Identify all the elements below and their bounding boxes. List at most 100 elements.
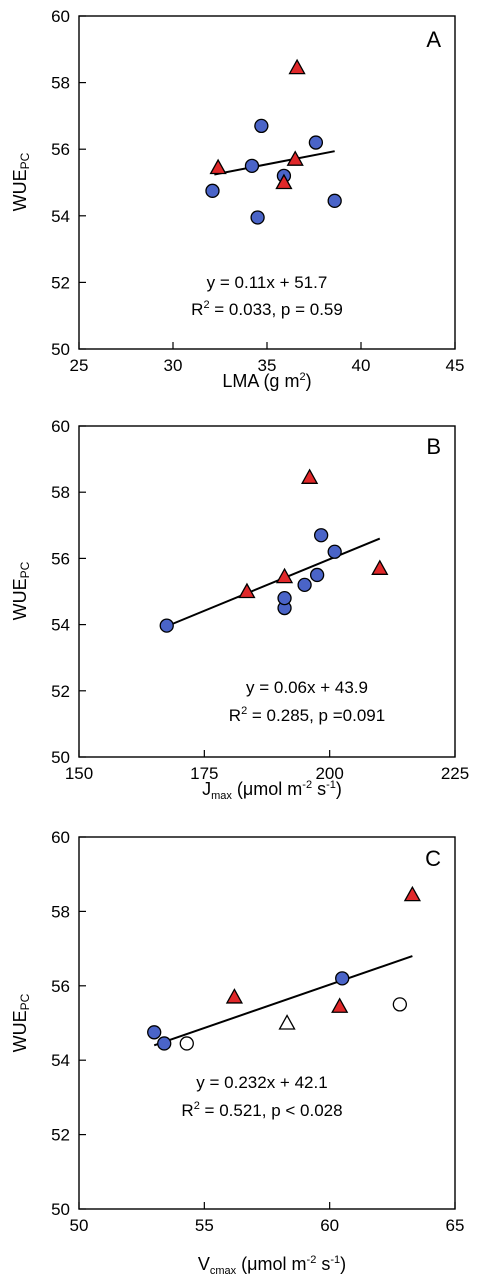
y-tick-label: 60 [51, 7, 70, 26]
triangle-point [225, 988, 244, 1004]
y-tick-label: 54 [51, 1051, 70, 1070]
circle-point [205, 183, 220, 198]
axis-ticks [78, 425, 456, 758]
circle-point [309, 567, 325, 583]
y-label-main: WUE [10, 578, 30, 620]
x-tick-labels: 50 55 60 65 [70, 1216, 465, 1235]
circle-point [244, 158, 260, 174]
triangle-point [275, 173, 293, 190]
x-label-main: V [198, 1254, 210, 1274]
circle-point [335, 971, 350, 986]
y-label-sub: PC [18, 152, 32, 169]
panel-b: 150 175 200 225 50 52 54 56 58 60 B y = 0.06x + … [10, 417, 469, 802]
x-axis-label: Jmax (μmol m-2 s-1) [202, 779, 342, 802]
circle-point [250, 210, 265, 225]
data-points [205, 58, 342, 225]
x-tick-label: 175 [190, 764, 218, 783]
triangle-point [275, 567, 294, 584]
r2-sup: 2 [241, 705, 247, 717]
circle-point [327, 193, 342, 208]
x-label-tail: ) [306, 371, 312, 391]
r-squared-text: R2 = 0.285, p =0.091 [229, 705, 385, 725]
axis-ticks [78, 836, 456, 1210]
y-tick-label: 50 [51, 1200, 70, 1219]
x-tick-label: 200 [315, 764, 343, 783]
x-label-sub: cmax [210, 1265, 237, 1277]
triangle-point [403, 885, 421, 902]
x-label-sup2: -1 [326, 779, 336, 791]
x-tick-label: 55 [195, 1216, 214, 1235]
y-tick-label: 58 [51, 74, 70, 93]
y-label-sub: PC [18, 561, 32, 578]
y-axis-label: WUEPC [10, 993, 32, 1052]
panel-letter: A [426, 27, 441, 52]
x-label-sup: 2 [299, 371, 305, 383]
y-label-sub: PC [18, 993, 32, 1010]
x-label-main: J [202, 779, 211, 799]
x-label-end: ) [340, 1254, 346, 1274]
circle-point [147, 1025, 162, 1040]
x-label-tail: (μmol m [236, 1254, 306, 1274]
panel-a: 25 30 35 40 45 50 52 54 56 58 60 A y = 0.11x + 51… [10, 7, 464, 391]
x-tick-label: 225 [441, 764, 469, 783]
x-label-tail: (μmol m [232, 779, 302, 799]
y-tick-label: 52 [51, 273, 70, 292]
regression-line [153, 955, 413, 1047]
y-tick-labels: 50 52 54 56 58 60 [51, 417, 70, 767]
y-label-main: WUE [10, 1010, 30, 1052]
r2-prefix: R [181, 1101, 193, 1120]
x-tick-label: 40 [352, 356, 371, 375]
y-tick-label: 56 [51, 549, 70, 568]
plot-frame [78, 425, 456, 758]
r2-rest: = 0.033, p = 0.59 [210, 300, 343, 319]
r2-rest: = 0.285, p =0.091 [247, 706, 385, 725]
x-label-tail2: s [316, 1254, 330, 1274]
y-tick-label: 52 [51, 1126, 70, 1145]
x-tick-label: 25 [70, 356, 89, 375]
y-tick-label: 50 [51, 748, 70, 767]
y-axis-label: WUEPC [10, 152, 32, 211]
circle-point [297, 577, 312, 593]
r-squared-text: R2 = 0.033, p = 0.59 [191, 299, 343, 319]
x-tick-label: 30 [164, 356, 183, 375]
regression-equation: y = 0.06x + 43.9 [246, 678, 368, 697]
r2-sup: 2 [194, 1100, 200, 1112]
x-label-main: LMA (g m [222, 371, 299, 391]
plot-frame [78, 836, 456, 1210]
x-axis-label: LMA (g m2) [222, 371, 311, 391]
x-tick-label: 60 [320, 1216, 339, 1235]
regression-line [166, 537, 381, 628]
x-label-tail2: s [312, 779, 326, 799]
y-label-main: WUE [10, 169, 30, 211]
regression-line [214, 150, 335, 176]
r2-sup: 2 [203, 299, 209, 311]
panel-c: 50 55 60 65 50 52 54 56 58 60 C y = 0.232x + 42.… [10, 828, 464, 1277]
x-label-end: ) [336, 779, 342, 799]
x-tick-label: 45 [446, 356, 465, 375]
x-label-sup2: -1 [330, 1254, 340, 1266]
y-tick-label: 60 [51, 828, 70, 847]
r-squared-text: R2 = 0.521, p < 0.028 [181, 1100, 342, 1120]
y-tick-label: 60 [51, 417, 70, 436]
open-triangle-point [278, 1014, 296, 1030]
y-tick-labels: 50 52 54 56 58 60 [51, 828, 70, 1219]
triangle-point [286, 150, 304, 166]
circle-point [327, 544, 342, 559]
x-tick-label: 50 [70, 1216, 89, 1235]
y-tick-label: 58 [51, 483, 70, 502]
open-circle-point [392, 997, 408, 1012]
panel-letter: C [425, 846, 441, 871]
y-axis-label: WUEPC [10, 561, 32, 620]
x-label-sup: -2 [302, 779, 312, 791]
triangle-point [209, 158, 227, 175]
axis-ticks [78, 15, 456, 350]
y-tick-labels: 50 52 54 56 58 60 [51, 7, 70, 359]
triangle-point [238, 582, 256, 599]
data-points [159, 468, 389, 633]
x-tick-label: 65 [446, 1216, 465, 1235]
circle-point [254, 118, 269, 134]
y-tick-label: 58 [51, 902, 70, 921]
y-tick-label: 56 [51, 140, 70, 159]
data-points [147, 885, 421, 1051]
